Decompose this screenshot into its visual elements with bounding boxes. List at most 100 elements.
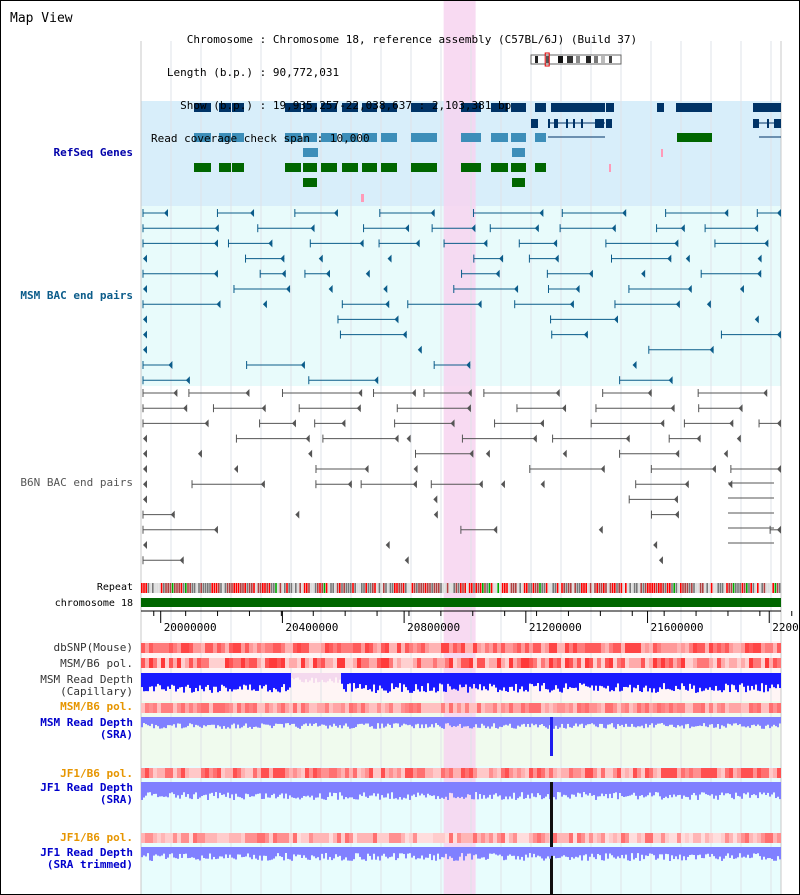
track-label-msm-depth-capillary[interactable]: MSM Read Depth (Capillary) (40, 673, 133, 698)
jf1-b6-pol2-heat (689, 833, 693, 843)
msm-b6-pol2-heat (245, 703, 249, 713)
track-label-jf1-b6-pol-2[interactable]: JF1/B6 pol. (60, 831, 133, 844)
repeat-block (680, 583, 682, 593)
msm-bac-arrow (614, 315, 619, 324)
jf1-b6-pol2-heat (653, 833, 657, 843)
msm-capillary-depth-bar (297, 673, 299, 678)
jf1-sra-depth-bar (747, 782, 749, 793)
jf1-sra-depth-bar (341, 782, 343, 796)
jf1-b6-pol2-heat (445, 833, 449, 843)
msm-b6-pol2-heat (569, 703, 573, 713)
jf1-sra-depth-bar (381, 782, 383, 796)
msm-capillary-depth-bar (619, 673, 621, 692)
dbsnp-heat (653, 643, 657, 653)
msm-b6-pol-heat (733, 658, 737, 668)
repeat-block (596, 583, 598, 593)
msm-sra-depth-bar (147, 717, 149, 726)
msm-sra-depth-bar (201, 717, 203, 728)
jf1-b6-pol2-heat (645, 833, 649, 843)
msm-capillary-depth-bar (489, 673, 491, 684)
msm-b6-pol-heat (513, 658, 517, 668)
jf1-sra-depth-bar (611, 782, 613, 799)
b6n-bac-arrow (562, 449, 567, 458)
track-label-msm-b6-pol-2[interactable]: MSM/B6 pol. (60, 700, 133, 713)
jf1-trimmed-depth-bar (435, 847, 437, 861)
track-label-jf1-depth-trimmed[interactable]: JF1 Read Depth (SRA trimmed) (40, 846, 133, 871)
jf1-sra-depth-bar (531, 782, 533, 794)
msm-sra-depth-bar (763, 717, 765, 729)
jf1-trimmed-depth-bar (157, 847, 159, 856)
b6n-bac-arrow (179, 556, 184, 565)
msm-b6-pol2-heat (209, 703, 213, 713)
repeat-block (567, 583, 570, 593)
jf1-b6-pol-heat (705, 768, 709, 778)
msm-sra-depth-bar (415, 717, 417, 725)
track-label-msm-bac[interactable]: MSM BAC end pairs (20, 289, 133, 302)
refseq-gene-0 (381, 103, 397, 112)
dbsnp-heat (201, 643, 205, 653)
dbsnp-heat (449, 643, 453, 653)
dbsnp-heat (613, 643, 617, 653)
repeat-block (658, 583, 660, 593)
repeat-block (479, 583, 482, 593)
repeat-block (607, 583, 609, 593)
dbsnp-heat (377, 643, 381, 653)
msm-sra-depth-bar (727, 717, 729, 724)
msm-capillary-depth-bar (639, 673, 641, 692)
jf1-b6-pol-heat (169, 768, 173, 778)
jf1-sra-depth-bar (453, 782, 455, 798)
jf1-b6-pol-heat (637, 768, 641, 778)
jf1-trimmed-depth-bar (307, 847, 309, 860)
jf1-sra-depth-bar (625, 782, 627, 797)
refseq-gene-0 (657, 103, 664, 112)
msm-bac-arrow (764, 239, 769, 248)
track-label-dbsnp[interactable]: dbSNP(Mouse) (53, 641, 133, 654)
msm-sra-depth-bar (241, 717, 243, 728)
dbsnp-heat (241, 643, 245, 653)
jf1-trimmed-depth-bar (335, 847, 337, 855)
msm-capillary-depth-bar (281, 673, 283, 688)
jf1-trimmed-depth-bar (685, 847, 687, 861)
dbsnp-heat (189, 643, 193, 653)
repeat-block (684, 583, 686, 593)
jf1-b6-pol-heat (453, 768, 457, 778)
track-label-msm-b6-pol-1[interactable]: MSM/B6 pol. (60, 657, 133, 670)
msm-sra-depth-bar (145, 717, 147, 725)
repeat-block (715, 583, 717, 593)
jf1-trimmed-depth-bar (199, 847, 201, 861)
jf1-sra-depth-bar (475, 782, 477, 793)
jf1-trimmed-depth-bar (669, 847, 671, 861)
track-label-refseq[interactable]: RefSeq Genes (53, 146, 133, 159)
track-label-b6n-bac[interactable]: B6N BAC end pairs (20, 476, 133, 489)
jf1-trimmed-depth-bar (757, 847, 759, 854)
b6n-bac-arrow (493, 525, 498, 534)
repeat-block (644, 583, 647, 593)
repeat-block (741, 583, 744, 593)
msm-b6-pol-heat (609, 658, 613, 668)
repeat-block (616, 583, 618, 593)
jf1-sra-depth-bar (213, 782, 215, 797)
jf1-sra-depth-bar (317, 782, 319, 798)
repeat-block (246, 583, 249, 593)
track-label-jf1-b6-pol-1[interactable]: JF1/B6 pol. (60, 767, 133, 780)
track-label-jf1-depth-sra[interactable]: JF1 Read Depth (SRA) (40, 781, 133, 806)
msm-b6-pol-heat (525, 658, 529, 668)
jf1-trimmed-depth-bar (485, 847, 487, 860)
jf1-b6-pol2-heat (469, 833, 473, 843)
repeat-block (211, 583, 213, 593)
track-label-msm-depth-sra[interactable]: MSM Read Depth (SRA) (40, 716, 133, 741)
msm-sra-depth-bar (353, 717, 355, 728)
msm-capillary-depth-bar (189, 673, 191, 689)
jf1-sra-depth-bar (603, 782, 605, 797)
track-label-repeat[interactable]: Repeat (96, 582, 133, 593)
msm-capillary-depth-bar (311, 673, 313, 678)
dbsnp-heat (641, 643, 645, 653)
msm-sra-depth-bar (521, 717, 523, 725)
jf1-sra-depth-bar (249, 782, 251, 797)
jf1-b6-pol-heat (529, 768, 533, 778)
jf1-sra-depth-bar (755, 782, 757, 796)
jf1-b6-pol-heat (473, 768, 477, 778)
dbsnp-heat (393, 643, 397, 653)
msm-b6-pol-heat (685, 658, 689, 668)
